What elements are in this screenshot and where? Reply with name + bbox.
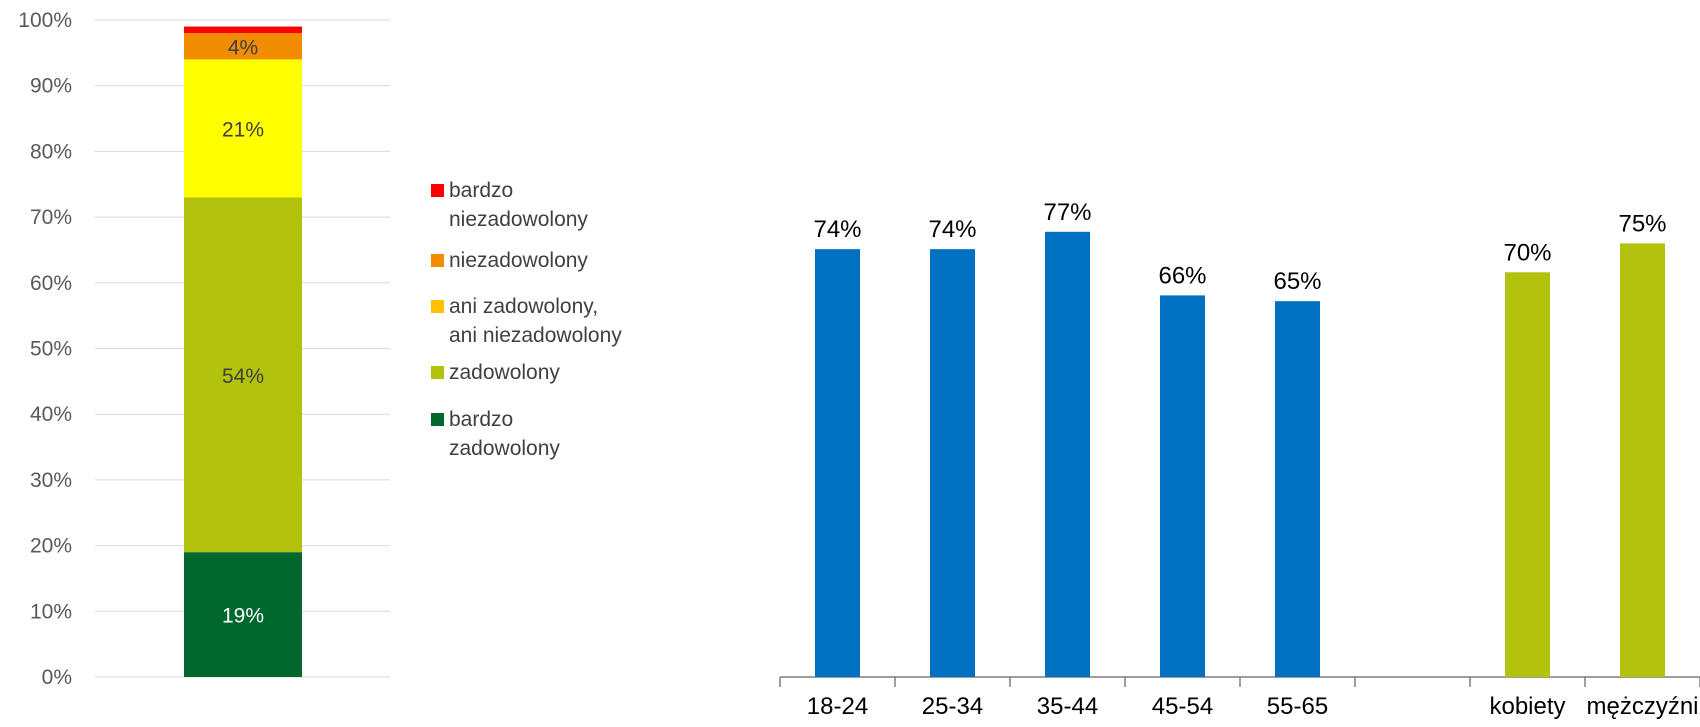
- group-satisfaction-bar-chart: 18-24 74% 25-34 74% 35-44 77% 45-54 66% 55-65 65%…: [779, 199, 1700, 720]
- bar: [1275, 301, 1320, 677]
- y-tick-label: 100%: [18, 9, 72, 32]
- data-label: 70%: [1503, 239, 1551, 266]
- legend-label: niezadowolony: [449, 249, 588, 272]
- legend-item: niezadowolony: [431, 246, 671, 275]
- y-tick-label: 80%: [30, 140, 72, 163]
- y-tick-label: 50%: [30, 338, 72, 361]
- stacked-bar-segment: [184, 552, 302, 677]
- y-tick-label: 10%: [30, 600, 72, 623]
- data-label: 77%: [1043, 199, 1091, 226]
- bar: [1505, 272, 1550, 677]
- stacked-bar-segment: [184, 59, 302, 198]
- y-tick-label: 90%: [30, 75, 72, 98]
- x-tick-label: 18-24: [807, 693, 868, 720]
- data-label: 75%: [1618, 210, 1666, 237]
- legend-swatch: [431, 366, 444, 379]
- y-tick-label: 30%: [30, 469, 72, 492]
- x-tick-label: kobiety: [1489, 693, 1565, 720]
- legend-item: zadowolony: [431, 358, 671, 387]
- y-tick-label: 0%: [42, 666, 72, 689]
- legend-swatch: [431, 254, 444, 267]
- legend-label: bardzo: [449, 408, 514, 431]
- bar: [1620, 243, 1665, 677]
- x-tick-label: 35-44: [1037, 693, 1098, 720]
- legend-label: ani zadowolony,: [449, 295, 599, 318]
- data-label: 4%: [228, 36, 258, 59]
- x-tick-label: 45-54: [1152, 693, 1213, 720]
- stacked-bar-segment: [184, 197, 302, 553]
- data-label: 66%: [1158, 262, 1206, 289]
- data-label: 74%: [928, 216, 976, 243]
- data-label: 74%: [813, 216, 861, 243]
- x-tick-label: 25-34: [922, 693, 983, 720]
- data-label: 54%: [222, 365, 264, 388]
- legend-label: zadowolony: [449, 437, 560, 460]
- legend-label: zadowolony: [449, 361, 560, 384]
- bar: [930, 249, 975, 678]
- stacked-bar-segment: [184, 33, 302, 60]
- satisfaction-stacked-chart: 0% 10% 20% 30% 40% 50% 60% 70% 80% 90% 100% 19% 54% 2…: [18, 9, 390, 689]
- legend-item: ani zadowolony, ani niezadowolony: [431, 292, 671, 350]
- legend-swatch: [431, 300, 444, 313]
- data-label: 65%: [1273, 268, 1321, 295]
- data-label: 21%: [222, 118, 264, 141]
- stacked-bar-segment: [184, 26, 302, 34]
- legend-swatch: [431, 184, 444, 197]
- y-tick-label: 70%: [30, 206, 72, 229]
- legend-item: bardzo zadowolony: [431, 405, 671, 463]
- bar: [1160, 295, 1205, 677]
- x-tick-label: mężczyźni: [1586, 693, 1698, 720]
- legend-label: niezadowolony: [449, 208, 588, 231]
- bar: [1045, 231, 1090, 678]
- legend-item: bardzo niezadowolony: [431, 176, 671, 234]
- y-tick-label: 20%: [30, 535, 72, 558]
- y-tick-label: 60%: [30, 272, 72, 295]
- legend-label: ani niezadowolony: [449, 324, 622, 347]
- legend-swatch: [431, 413, 444, 426]
- bar: [815, 249, 860, 678]
- legend-label: bardzo: [449, 179, 514, 202]
- satisfaction-legend: bardzo niezadowolony niezadowolony ani zado…: [431, 176, 671, 463]
- data-label: 19%: [222, 605, 264, 628]
- y-tick-label: 40%: [30, 403, 72, 426]
- x-tick-label: 55-65: [1267, 693, 1328, 720]
